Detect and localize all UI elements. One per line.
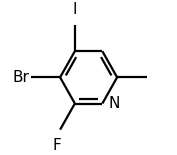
Text: I: I	[73, 2, 77, 17]
Text: N: N	[108, 96, 120, 111]
Text: Br: Br	[12, 70, 29, 85]
Text: F: F	[52, 138, 61, 153]
